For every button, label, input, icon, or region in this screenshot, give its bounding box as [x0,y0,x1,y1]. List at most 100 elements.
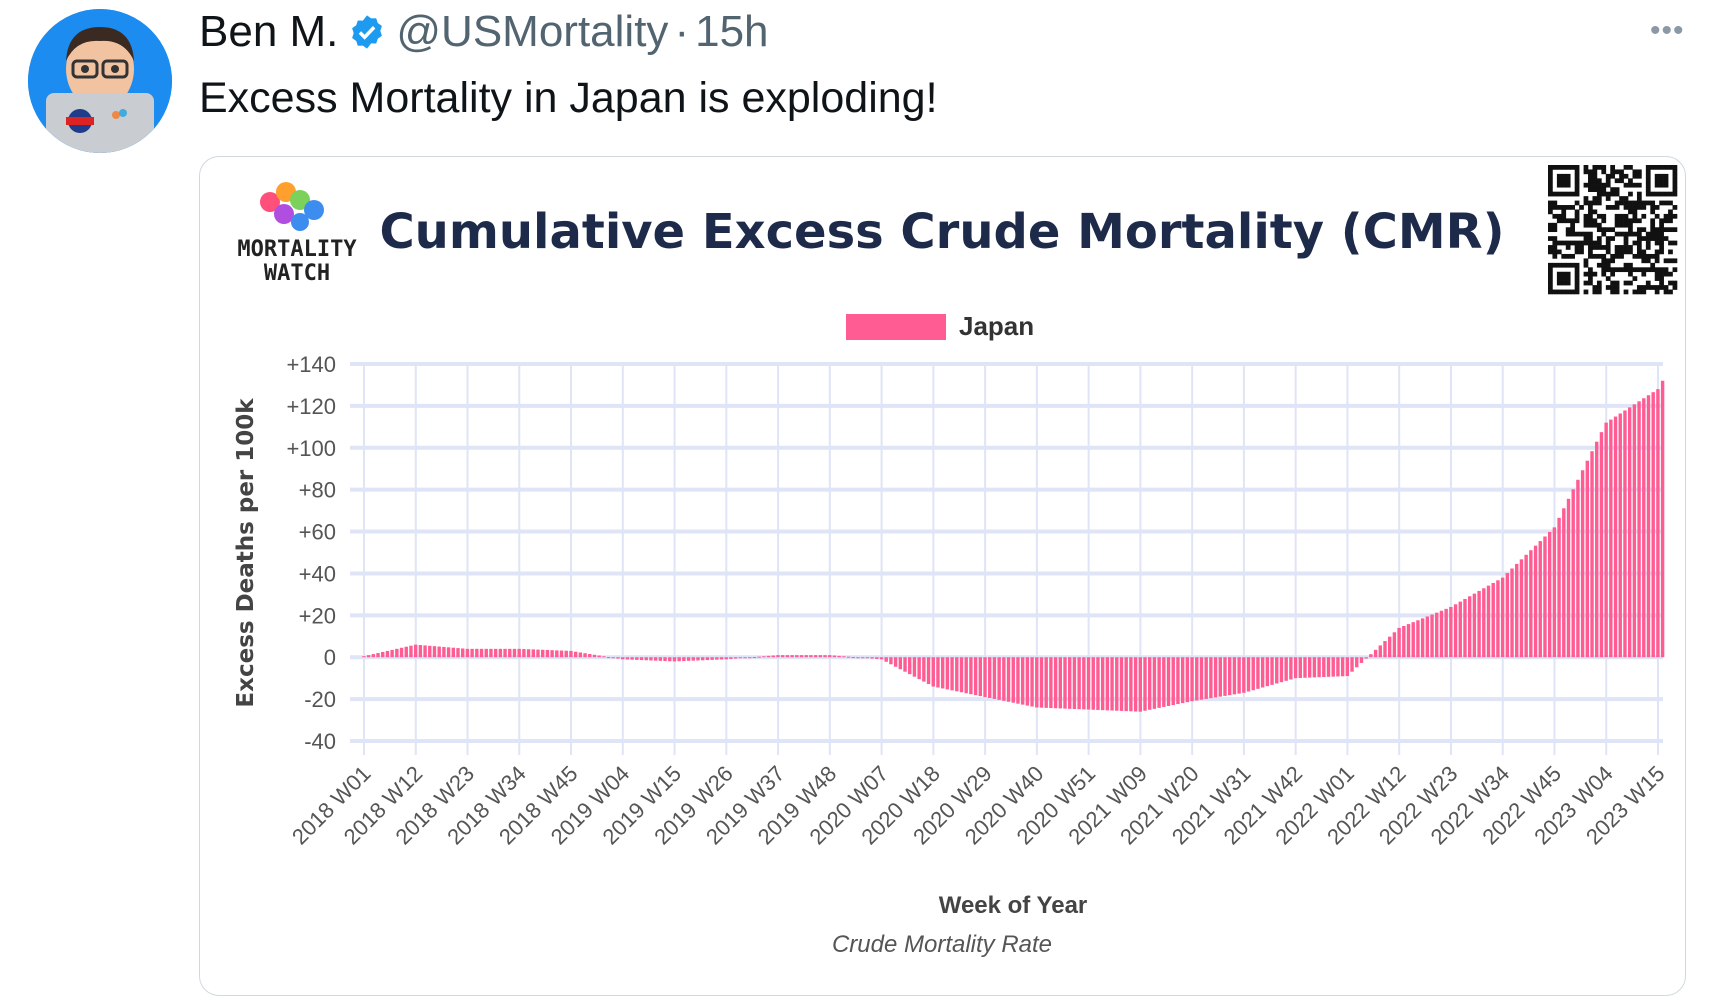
bar [1632,404,1637,658]
qr-module [1570,289,1575,295]
qr-module [1601,182,1607,188]
bar [1449,606,1453,658]
qr-module [1601,227,1607,233]
bar [1246,657,1251,692]
bar [366,655,371,658]
tweet-text: Excess Mortality in Japan is exploding! [199,74,938,122]
qr-module [1583,231,1589,237]
bar [1656,389,1660,658]
qr-module [1561,253,1567,259]
bar [1209,657,1213,699]
qr-module [1548,200,1553,206]
bar [649,657,653,661]
qr-module [1614,267,1620,273]
bar [762,656,766,658]
bar [705,657,710,661]
qr-module [1561,262,1567,268]
bar [1251,657,1255,691]
bar [1284,657,1288,681]
qr-code[interactable] [1548,165,1678,295]
qr-module [1668,258,1673,264]
qr-module [1592,245,1598,250]
qr-module [1645,240,1651,246]
qr-module [1570,262,1575,268]
bar [790,655,794,658]
bar [423,645,427,658]
more-horizontal-icon[interactable]: ••• [1650,14,1685,47]
bar [404,646,408,658]
qr-module [1548,267,1553,273]
qr-module [1605,285,1611,290]
qr-module [1628,205,1633,210]
qr-module [1672,285,1678,290]
qr-module [1632,231,1638,237]
qr-module [1619,249,1624,255]
bar [1256,657,1260,689]
bar [517,648,521,658]
bar [879,657,884,660]
qr-module [1588,182,1593,188]
qr-module [1632,276,1638,281]
qr-module [1610,280,1616,286]
qr-module [1659,271,1664,277]
qr-module [1565,182,1571,188]
qr-module [1641,227,1647,233]
qr-module [1605,227,1611,233]
bar [1063,657,1067,709]
qr-module [1623,280,1629,286]
bar [630,657,634,660]
qr-module [1614,213,1620,219]
qr-module [1672,173,1678,179]
logo-blob [290,190,310,210]
bar [997,657,1001,700]
avatar[interactable] [28,9,172,153]
bar [1519,559,1524,658]
qr-module [1614,200,1620,206]
qr-module [1610,205,1616,210]
bar [983,657,987,698]
bar [940,657,945,689]
qr-module [1610,267,1616,273]
qr-module [1645,191,1651,197]
bar [1011,657,1015,703]
bar [1590,451,1594,658]
bar [1627,407,1632,658]
bar [969,657,973,695]
qr-module [1548,182,1553,188]
qr-module [1632,205,1638,210]
chart: MORTALITY WATCH Cumulative Excess Crude … [233,165,1678,958]
qr-module [1583,262,1589,268]
qr-module [1605,267,1611,273]
qr-module [1596,191,1602,197]
bar [1510,568,1514,658]
bar [1133,657,1138,712]
qr-module [1619,245,1624,250]
qr-module [1645,200,1651,206]
qr-module [1650,267,1656,273]
legend-label-japan[interactable]: Japan [959,311,1034,341]
qr-module [1605,276,1611,281]
logo-text-line2: WATCH [264,261,330,286]
bar [588,653,592,658]
qr-module [1659,173,1664,179]
bar [898,657,903,670]
author-handle[interactable]: @USMortality [396,7,669,56]
qr-module [1628,165,1633,170]
timestamp[interactable]: 15h [695,7,769,56]
qr-module [1588,200,1593,206]
qr-module [1650,236,1656,241]
qr-module [1641,253,1647,259]
bar [1369,654,1373,658]
qr-module [1548,165,1553,170]
qr-module [1561,209,1567,215]
qr-module [1614,231,1620,237]
qr-module [1552,262,1558,268]
qr-module [1619,213,1624,219]
qr-module [1556,173,1562,179]
author-name[interactable]: Ben M. [199,7,339,56]
qr-module [1574,289,1580,295]
qr-module [1623,231,1629,237]
qr-module [1579,249,1584,255]
qr-module [1632,182,1638,188]
bar [1303,657,1307,678]
